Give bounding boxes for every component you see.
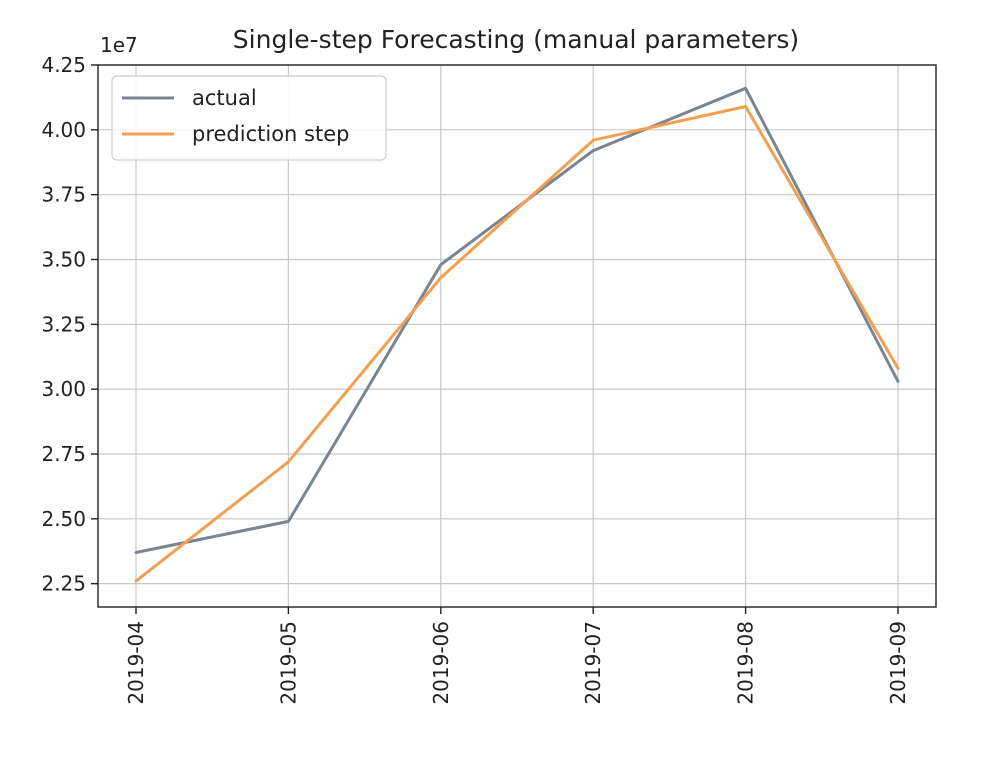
x-tick-label: 2019-05	[276, 621, 300, 705]
x-tick-label: 2019-06	[429, 621, 453, 705]
legend: actual prediction step	[111, 75, 387, 161]
y-tick-label: 3.25	[41, 312, 86, 336]
legend-box	[111, 75, 387, 161]
y-tick-label: 2.50	[41, 507, 86, 531]
x-tick-label: 2019-08	[734, 621, 758, 705]
y-tick-label: 3.00	[41, 377, 86, 401]
series-lines	[134, 86, 900, 583]
chart-title: Single-step Forecasting (manual paramete…	[233, 25, 799, 54]
y-tick-label: 2.75	[41, 442, 86, 466]
y-tick-label: 3.75	[41, 183, 86, 207]
y-tick-label: 2.25	[41, 572, 86, 596]
x-tick-label: 2019-07	[581, 621, 605, 705]
y-axis-offset-label: 1e7	[100, 33, 138, 57]
y-tick-label: 4.00	[41, 118, 86, 142]
legend-label: actual	[192, 86, 257, 110]
x-tick-label: 2019-09	[886, 621, 910, 705]
axis-ticks: 2.25 2.50 2.75 3.00 3.25 3.50 3.75 4.00 4.25 2019…	[41, 53, 910, 705]
y-tick-label: 3.50	[41, 247, 86, 271]
legend-label: prediction step	[192, 122, 349, 146]
plot-frame	[97, 64, 937, 608]
series-line-prediction-step	[134, 105, 900, 583]
y-tick-label: 4.25	[41, 53, 86, 77]
x-tick-label: 2019-04	[124, 621, 148, 705]
